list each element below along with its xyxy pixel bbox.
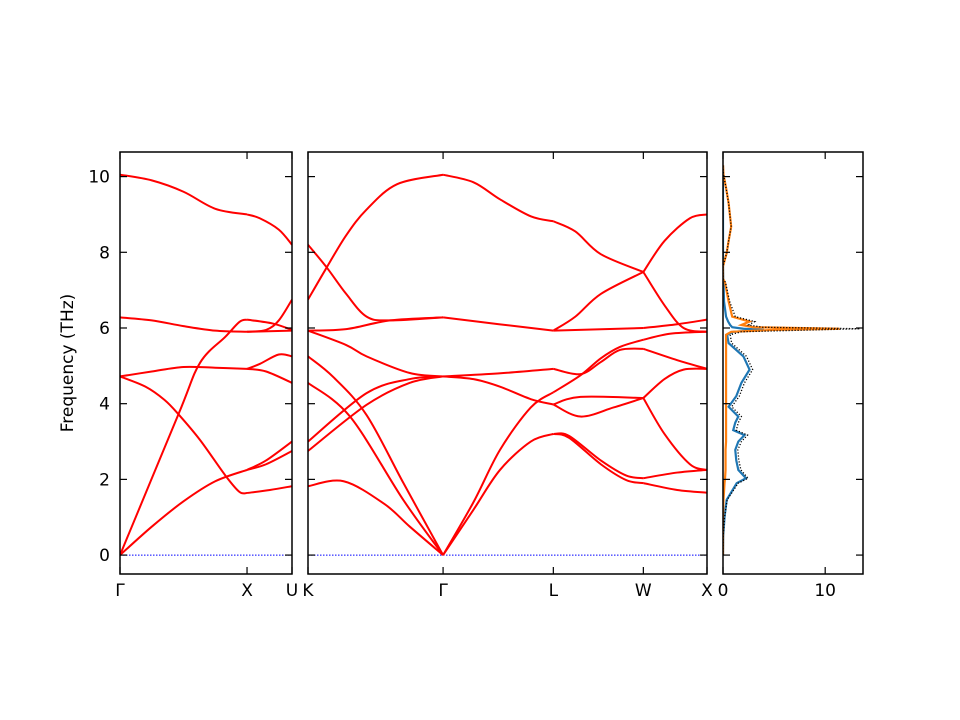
x-tick-label: 10	[814, 581, 836, 601]
band-curve	[120, 468, 248, 556]
band-curve	[552, 397, 644, 418]
band-curve	[308, 375, 444, 452]
band-curve	[643, 347, 707, 370]
dos-partial-curve	[723, 165, 840, 556]
band-curve	[308, 316, 444, 332]
band-curve	[643, 468, 707, 480]
band-curve	[308, 382, 444, 556]
x-tick-label: U	[286, 581, 298, 601]
band-curve	[246, 367, 292, 384]
panel-band-0: Γ X U 0 2 4 6 8 10	[88, 151, 298, 601]
x-tick-label: L	[549, 581, 559, 601]
band-curve	[553, 432, 644, 480]
dos-partial-curve	[723, 165, 764, 556]
band-curve	[442, 433, 554, 556]
band-curve	[246, 353, 292, 370]
y-tick-label: 4	[99, 395, 110, 415]
y-tick-label: 6	[99, 319, 110, 339]
axes-frame	[119, 151, 293, 575]
band-curve	[246, 440, 292, 471]
band-curve	[120, 365, 248, 378]
band-curve	[443, 367, 554, 378]
band-curve	[246, 299, 292, 333]
band-curve	[246, 213, 292, 246]
x-tick-label: Γ	[438, 581, 448, 601]
band-curve	[120, 375, 248, 495]
band-curve	[643, 318, 707, 329]
band-curve	[308, 479, 444, 556]
y-tick-label: 10	[88, 168, 110, 188]
band-curve	[553, 326, 644, 332]
x-tick-label: 0	[718, 581, 729, 601]
band-curve	[308, 355, 444, 556]
band-curve	[553, 347, 644, 376]
band-curve	[308, 375, 444, 443]
band-curve	[642, 367, 707, 399]
band-curve	[643, 330, 707, 341]
band-curve	[553, 395, 644, 406]
band-curve	[552, 220, 644, 273]
x-tick-label: K	[302, 581, 314, 601]
band-curve	[642, 271, 707, 333]
band-curve	[643, 482, 707, 494]
band-curve	[642, 213, 707, 273]
y-tick-label: 0	[99, 546, 110, 566]
x-tick-label: X	[701, 581, 713, 601]
y-axis-label: Frequency (THz)	[58, 294, 78, 433]
band-curve	[442, 316, 554, 332]
band-curve	[120, 316, 248, 333]
band-curve	[442, 173, 554, 223]
band-curve	[120, 318, 248, 556]
y-tick-label: 8	[99, 243, 110, 263]
band-curve	[553, 432, 644, 485]
y-tick-label: 2	[99, 470, 110, 490]
x-tick-label: X	[241, 581, 253, 601]
band-curve	[308, 329, 444, 378]
band-curve	[120, 173, 248, 216]
band-curve	[308, 173, 444, 301]
band-curve	[442, 391, 554, 556]
axes-frame	[307, 151, 708, 575]
band-curve	[308, 244, 444, 322]
panel-dos-2: 0 10	[718, 151, 864, 601]
band-curve	[442, 375, 554, 406]
x-tick-label: Γ	[115, 581, 125, 601]
band-curve	[552, 338, 644, 394]
band-curve	[246, 485, 292, 494]
dos-total-curve	[723, 165, 860, 556]
x-tick-label: W	[635, 581, 652, 601]
band-curve	[552, 271, 644, 332]
band-curve	[642, 397, 707, 471]
axes-frame	[722, 151, 864, 575]
